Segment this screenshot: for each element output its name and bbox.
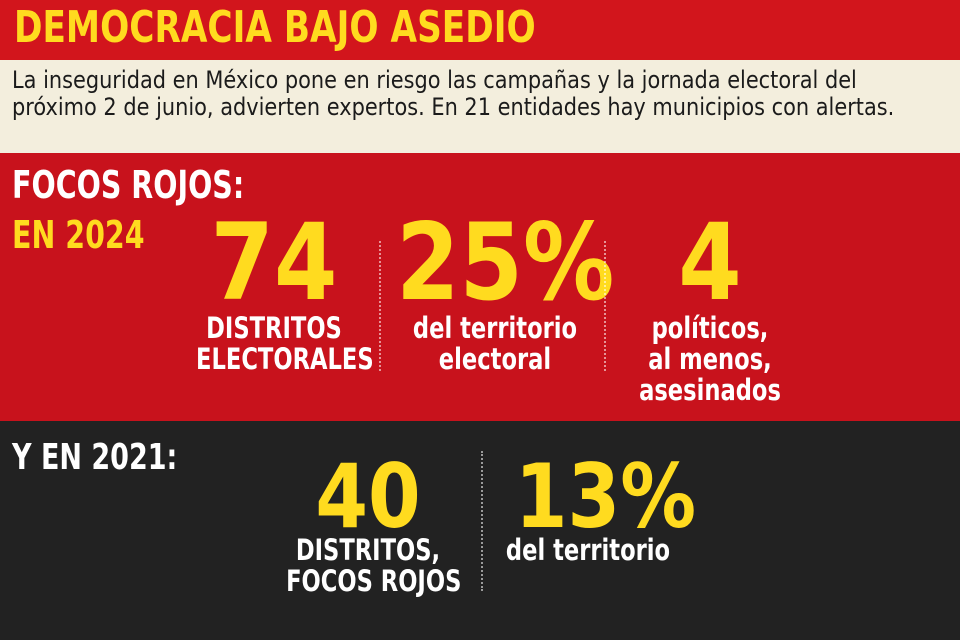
- stat-value-distritos-2021: 40: [315, 445, 421, 548]
- stat-label-line: FOCOS ROJOS: [286, 564, 462, 598]
- focos-2021-panel: Y EN 2021: 40 DISTRITOS, FOCOS ROJOS 13%…: [0, 421, 960, 640]
- stat-label-territorio-2021: del territorio: [502, 535, 674, 566]
- stat-label-line: del territorio: [505, 533, 671, 567]
- year-2021-heading: Y EN 2021:: [12, 437, 178, 478]
- stat-value-politicos-2024: 4: [678, 201, 742, 324]
- stat-label-line: DISTRITOS,: [295, 533, 441, 567]
- focos-rojos-heading: FOCOS ROJOS:: [12, 163, 245, 207]
- stat-label-line: electoral: [438, 342, 552, 376]
- divider: [481, 451, 483, 591]
- infographic-title: DEMOCRACIA BAJO ASEDIO: [14, 2, 536, 53]
- intro-panel: La inseguridad en México pone en riesgo …: [0, 60, 960, 153]
- intro-text: La inseguridad en México pone en riesgo …: [12, 66, 895, 121]
- stat-label-line: del territorio: [412, 311, 578, 345]
- stat-value-distritos-2024: 74: [210, 201, 338, 324]
- stat-value-territorio-2021: 13%: [514, 445, 697, 548]
- divider: [604, 241, 606, 371]
- stat-label-distritos-2024: DISTRITOS ELECTORALES: [196, 311, 374, 376]
- stat-label-line: ELECTORALES: [196, 342, 374, 376]
- stat-value-territorio-2024: 25%: [396, 201, 615, 324]
- title-bar: DEMOCRACIA BAJO ASEDIO: [0, 0, 960, 60]
- divider: [379, 241, 381, 371]
- stat-label-politicos-2024: políticos, al menos, asesinados: [624, 313, 796, 406]
- stat-label-line: asesinados: [639, 373, 781, 407]
- stat-label-line: al menos,: [648, 342, 772, 376]
- stat-label-territorio-2024: del territorio electoral: [409, 313, 581, 375]
- focos-2024-panel: FOCOS ROJOS: EN 2024 74 DISTRITOS ELECTO…: [0, 153, 960, 421]
- year-2024-heading: EN 2024: [12, 213, 145, 257]
- stat-label-distritos-2021: DISTRITOS, FOCOS ROJOS: [286, 533, 462, 598]
- stat-label-line: DISTRITOS: [206, 311, 342, 345]
- stat-label-line: políticos,: [651, 311, 769, 345]
